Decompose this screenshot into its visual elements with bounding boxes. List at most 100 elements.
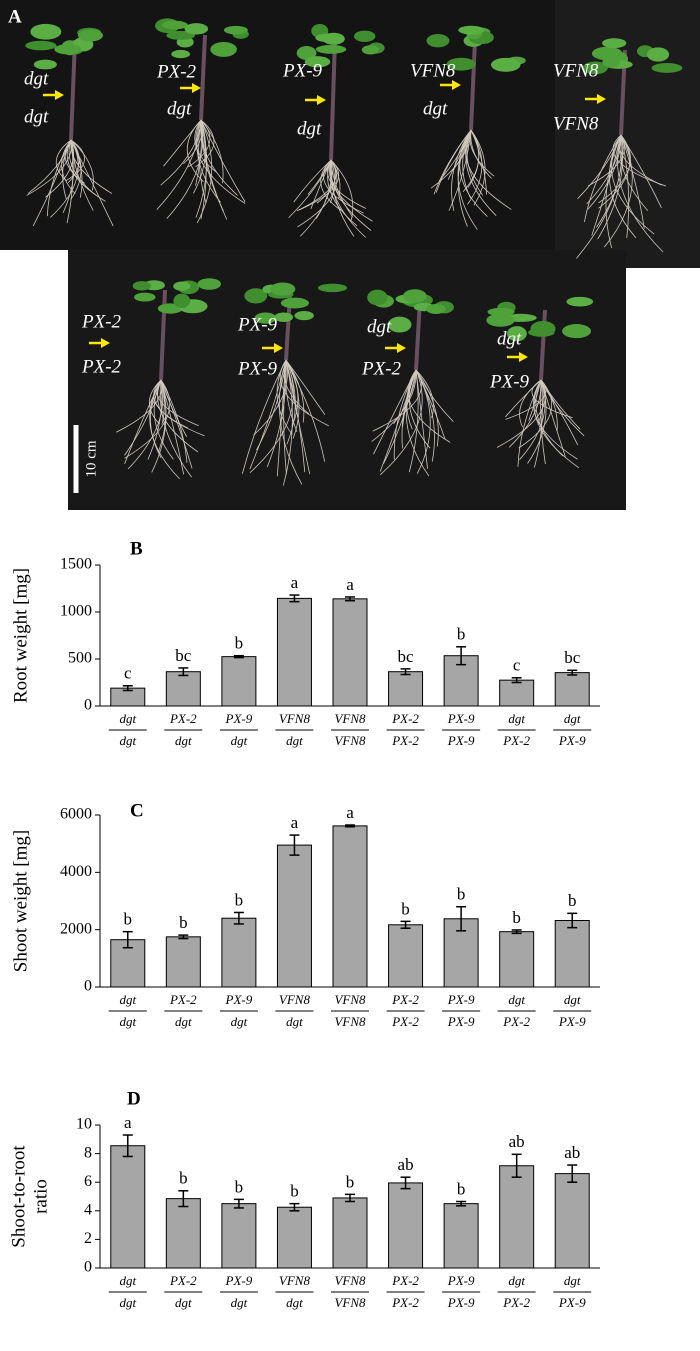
root bbox=[619, 134, 649, 211]
y-tick-label: 1500 bbox=[60, 556, 92, 573]
root bbox=[266, 359, 287, 468]
root bbox=[406, 369, 417, 430]
root bbox=[124, 379, 171, 459]
root bbox=[435, 129, 472, 193]
y-tick-label: 2 bbox=[84, 1230, 92, 1247]
root bbox=[153, 379, 174, 460]
significance-letter: b bbox=[457, 625, 466, 644]
bar bbox=[332, 1197, 368, 1269]
bar bbox=[554, 919, 590, 988]
x-tick-label: VFN8 bbox=[279, 711, 311, 726]
y-tick-label: 2000 bbox=[60, 920, 92, 937]
x-tick-label: PX-2 bbox=[169, 711, 197, 726]
arrow-head bbox=[519, 352, 528, 362]
x-tick-label: PX-9 bbox=[225, 1273, 253, 1288]
root bbox=[408, 369, 419, 473]
root bbox=[65, 139, 85, 182]
arrow-head bbox=[597, 94, 606, 104]
y-axis-label: ratio bbox=[30, 1179, 51, 1214]
root bbox=[330, 159, 354, 218]
leaf bbox=[223, 25, 248, 35]
x-tick-label: dgt bbox=[564, 711, 581, 726]
y-tick-label: 4 bbox=[84, 1201, 92, 1218]
x-tick-label: dgt bbox=[231, 733, 248, 748]
x-tick-label: PX-9 bbox=[447, 733, 475, 748]
root bbox=[535, 379, 564, 457]
x-tick-label: PX-9 bbox=[447, 1273, 475, 1288]
root bbox=[307, 159, 332, 195]
x-tick-label: PX-2 bbox=[391, 992, 419, 1007]
root bbox=[577, 134, 622, 199]
significance-letter: a bbox=[346, 575, 354, 594]
panel-label: C bbox=[130, 800, 144, 821]
y-tick-label: 8 bbox=[84, 1144, 92, 1161]
x-tick-label: dgt bbox=[231, 1014, 248, 1029]
arrow-head bbox=[101, 338, 110, 348]
x-tick-label: VFN8 bbox=[334, 1295, 366, 1310]
genotype-top: PX-9 bbox=[237, 314, 278, 335]
genotype-top: VFN8 bbox=[553, 60, 599, 81]
genotype-top: PX-2 bbox=[81, 311, 122, 332]
root bbox=[153, 379, 189, 429]
root bbox=[186, 119, 204, 183]
bar bbox=[221, 656, 257, 707]
root bbox=[70, 139, 82, 200]
x-tick-label: dgt bbox=[119, 1014, 136, 1029]
x-tick-label: PX-2 bbox=[391, 733, 419, 748]
x-tick-label: PX-2 bbox=[391, 1295, 419, 1310]
genotype-bottom: VFN8 bbox=[553, 113, 599, 134]
leaf bbox=[244, 288, 268, 304]
root bbox=[591, 134, 622, 236]
bar bbox=[221, 917, 257, 988]
leaf bbox=[651, 63, 683, 73]
root bbox=[46, 139, 72, 217]
x-tick-label: dgt bbox=[119, 992, 136, 1007]
root bbox=[405, 369, 430, 477]
panel-label: D bbox=[127, 1088, 141, 1109]
leaf bbox=[274, 312, 293, 322]
root bbox=[327, 159, 358, 227]
y-axis-label: Shoot weight [mg] bbox=[10, 830, 31, 973]
genotype-top: PX-2 bbox=[156, 61, 197, 82]
x-tick-label: dgt bbox=[175, 733, 192, 748]
photo-top-right bbox=[555, 0, 700, 268]
root bbox=[596, 134, 623, 228]
leaf bbox=[77, 29, 103, 42]
significance-letter: b bbox=[568, 891, 577, 910]
y-tick-label: 500 bbox=[68, 650, 92, 667]
bar bbox=[276, 1206, 312, 1269]
x-tick-label: VFN8 bbox=[334, 733, 366, 748]
leaf bbox=[171, 49, 191, 59]
plants bbox=[25, 18, 683, 486]
leaf bbox=[296, 46, 317, 60]
root bbox=[160, 379, 193, 469]
x-tick-label: VFN8 bbox=[334, 1273, 366, 1288]
genotype-bottom: dgt bbox=[167, 98, 192, 119]
x-tick-label: PX-9 bbox=[558, 1014, 586, 1029]
root bbox=[283, 359, 310, 415]
bar bbox=[554, 672, 590, 707]
genotype-bottom: dgt bbox=[423, 98, 448, 119]
significance-letter: a bbox=[291, 813, 299, 832]
genotype-top: dgt bbox=[497, 328, 522, 349]
x-tick-label: dgt bbox=[508, 992, 525, 1007]
leaf bbox=[402, 289, 427, 304]
x-tick-label: PX-9 bbox=[447, 1295, 475, 1310]
root bbox=[127, 379, 164, 470]
stem bbox=[69, 39, 77, 141]
root bbox=[617, 134, 664, 253]
x-tick-label: dgt bbox=[286, 1014, 303, 1029]
root bbox=[604, 134, 633, 248]
leaf bbox=[387, 316, 412, 333]
bar bbox=[554, 1173, 590, 1269]
root bbox=[241, 359, 287, 474]
x-tick-label: PX-2 bbox=[502, 1295, 530, 1310]
stem bbox=[469, 39, 477, 131]
x-tick-label: dgt bbox=[564, 1273, 581, 1288]
significance-letter: b bbox=[124, 910, 133, 929]
root bbox=[196, 119, 213, 224]
significance-letter: ab bbox=[398, 1155, 414, 1174]
leaf bbox=[315, 44, 347, 54]
bar bbox=[388, 1182, 424, 1269]
